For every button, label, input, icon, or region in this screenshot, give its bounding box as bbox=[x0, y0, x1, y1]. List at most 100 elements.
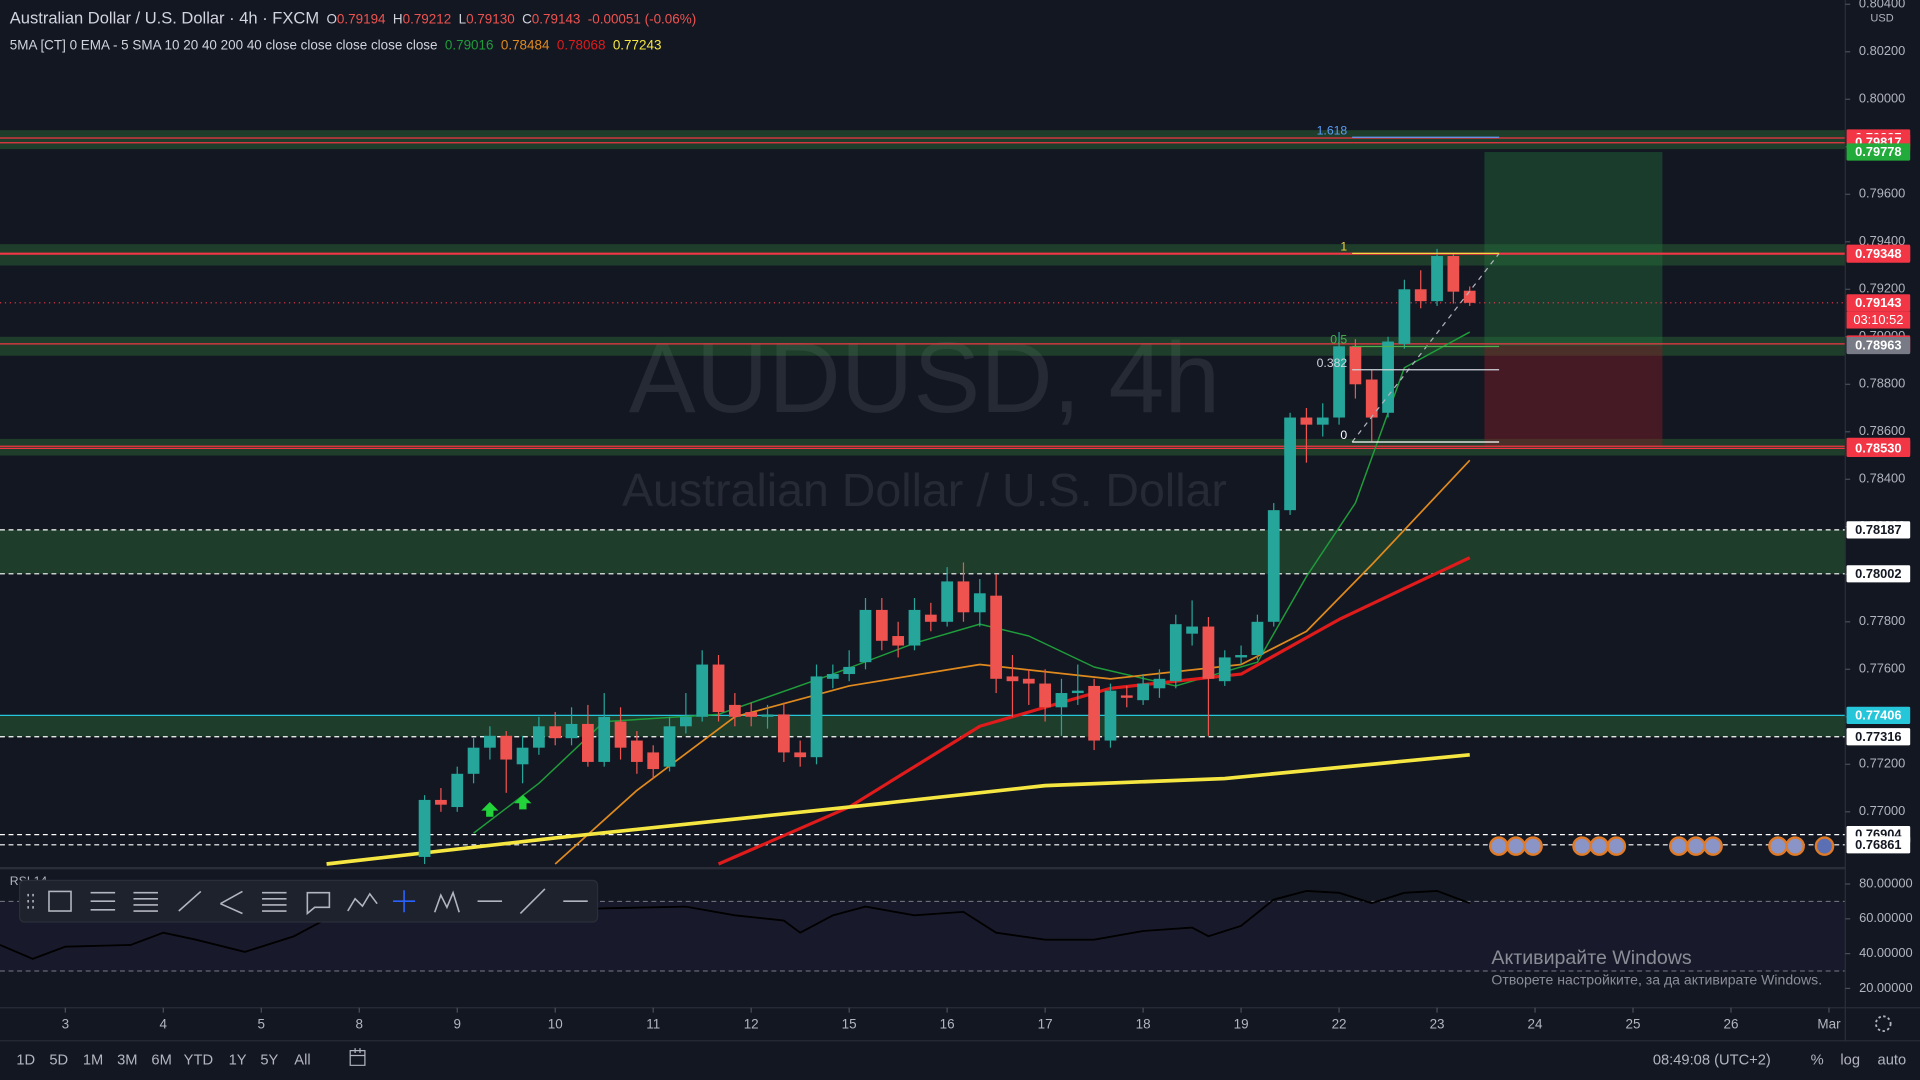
x-tick-label: 25 bbox=[1626, 1016, 1641, 1031]
candle-body bbox=[663, 726, 676, 767]
buy-arrow bbox=[514, 794, 532, 810]
tool-crosshair[interactable] bbox=[393, 890, 416, 913]
tool-ray[interactable] bbox=[519, 888, 546, 915]
price-label-box bbox=[1846, 565, 1911, 583]
x-tick-label: 10 bbox=[548, 1016, 563, 1031]
tool-fib[interactable] bbox=[90, 891, 116, 911]
tool-rectangle[interactable] bbox=[48, 890, 72, 912]
candle-body bbox=[1365, 379, 1378, 418]
layer-header: Australian Dollar / U.S. Dollar · 4h · F… bbox=[10, 9, 696, 52]
event-flags bbox=[1488, 836, 1835, 856]
period-button[interactable]: 1Y bbox=[229, 1052, 247, 1068]
tool-elliott[interactable] bbox=[433, 890, 460, 913]
ohlc-key: L bbox=[459, 11, 467, 26]
candle-body bbox=[990, 595, 1003, 679]
event-flag bbox=[1703, 836, 1723, 856]
layer-fibonacci: 0 0.382 0.5 1 1.618 bbox=[1317, 123, 1500, 443]
rsi-y-tick-label: 20.00000 bbox=[1859, 980, 1913, 995]
x-tick-label: 16 bbox=[940, 1016, 955, 1031]
ohlc-key: C bbox=[522, 11, 532, 26]
event-flag bbox=[1589, 836, 1609, 856]
candle-body bbox=[1267, 510, 1280, 622]
windows-watermark: Активирайте Windows Отворете настройките… bbox=[1491, 947, 1822, 988]
candle-body bbox=[1447, 256, 1460, 292]
scale-button[interactable]: % bbox=[1811, 1052, 1824, 1068]
tool-trend-line[interactable] bbox=[178, 890, 202, 912]
price-label-box bbox=[1846, 521, 1911, 539]
candle-body bbox=[924, 614, 937, 622]
candle-body bbox=[614, 721, 627, 748]
period-button[interactable]: 1D bbox=[16, 1052, 35, 1068]
layer-rsi: RSI 14 bbox=[0, 866, 1846, 972]
candle-body bbox=[1398, 289, 1411, 344]
candle-body bbox=[843, 666, 856, 675]
y-tick-label: 0.77000 bbox=[1859, 803, 1905, 818]
candle-body bbox=[549, 726, 562, 739]
candle-body bbox=[582, 723, 594, 762]
event-flag bbox=[1768, 836, 1788, 856]
candle-body bbox=[973, 593, 986, 613]
position-profit bbox=[1484, 152, 1663, 346]
fib-trend-line bbox=[1351, 253, 1500, 443]
candle-body bbox=[1104, 690, 1117, 741]
period-button[interactable]: YTD bbox=[184, 1052, 213, 1068]
period-button[interactable]: 5D bbox=[49, 1052, 68, 1068]
y-tick-label: 0.77600 bbox=[1859, 661, 1905, 676]
candle-body bbox=[1006, 676, 1019, 682]
support-resistance-zone bbox=[0, 244, 1846, 266]
period-button[interactable]: 1M bbox=[83, 1052, 103, 1068]
price-label: 0.78187 bbox=[1855, 522, 1901, 537]
candle-body bbox=[1333, 346, 1345, 418]
candle-body bbox=[1039, 683, 1052, 708]
candle-body bbox=[1251, 621, 1264, 656]
period-button[interactable]: 5Y bbox=[260, 1052, 278, 1068]
period-button[interactable]: 6M bbox=[151, 1052, 171, 1068]
ohlc-value: 0.79130 bbox=[466, 11, 515, 26]
period-button[interactable]: All bbox=[294, 1052, 310, 1068]
candle-body bbox=[1120, 695, 1133, 698]
candle-body bbox=[892, 636, 905, 646]
candle-body bbox=[1463, 290, 1476, 303]
tool-pitchfork[interactable] bbox=[220, 890, 243, 915]
support-resistance-zone bbox=[0, 715, 1846, 737]
y-tick-label: 0.78800 bbox=[1859, 376, 1905, 391]
settings-button[interactable] bbox=[1875, 1015, 1892, 1032]
goto-date-icon[interactable] bbox=[349, 1048, 366, 1066]
currency-label: USD bbox=[1870, 12, 1893, 24]
candle-body bbox=[957, 581, 970, 613]
indicator-line: 5MA [CT] 0 EMA - 5 SMA 10 20 40 200 40 c… bbox=[10, 37, 662, 52]
tool-pattern[interactable] bbox=[347, 892, 378, 912]
candle-body bbox=[1202, 626, 1215, 679]
y-tick-label: 0.77200 bbox=[1859, 756, 1905, 771]
legend-value: 0.78068 bbox=[557, 37, 606, 52]
tool-fib-channel[interactable] bbox=[133, 891, 158, 912]
y-tick-label: 0.80200 bbox=[1859, 43, 1905, 58]
ohlc-value: 0.79194 bbox=[337, 11, 386, 26]
x-tick-label: 15 bbox=[842, 1016, 857, 1031]
scale-button[interactable]: auto bbox=[1878, 1052, 1907, 1068]
fib-level-label: 1 bbox=[1340, 240, 1347, 254]
y-tick-label: 0.77800 bbox=[1859, 613, 1905, 628]
price-label-box bbox=[1846, 143, 1911, 161]
position-loss bbox=[1484, 345, 1663, 447]
candle-body bbox=[500, 735, 513, 760]
signal-arrows bbox=[481, 794, 532, 817]
indicator-name: 5MA [CT] 0 EMA - 5 SMA 10 20 40 200 40 c… bbox=[10, 37, 438, 52]
tool-callout[interactable] bbox=[306, 891, 331, 916]
tool-gann[interactable] bbox=[262, 891, 287, 912]
candle-body bbox=[1414, 289, 1427, 302]
x-tick-label: 3 bbox=[62, 1016, 69, 1031]
scale-button[interactable]: log bbox=[1840, 1052, 1860, 1068]
ohlc-value: 0.79143 bbox=[532, 11, 581, 26]
candle-body bbox=[679, 716, 692, 727]
event-flag bbox=[1506, 836, 1526, 856]
ohlc-key: O bbox=[326, 11, 336, 26]
drawing-toolbar bbox=[18, 879, 599, 923]
period-button[interactable]: 3M bbox=[117, 1052, 137, 1068]
x-tick-label: 22 bbox=[1332, 1016, 1347, 1031]
bottom-bar: 1D 5D 1M 3M 6M YTD 1Y 5Y All 08:49:08 (UTC+2)% log… bbox=[0, 1040, 1920, 1068]
legend-value: 0.78484 bbox=[501, 37, 550, 52]
price-label: 0.79778 bbox=[1855, 144, 1901, 159]
price-label: 0.78963 bbox=[1855, 338, 1901, 353]
candle-body bbox=[1235, 655, 1247, 658]
